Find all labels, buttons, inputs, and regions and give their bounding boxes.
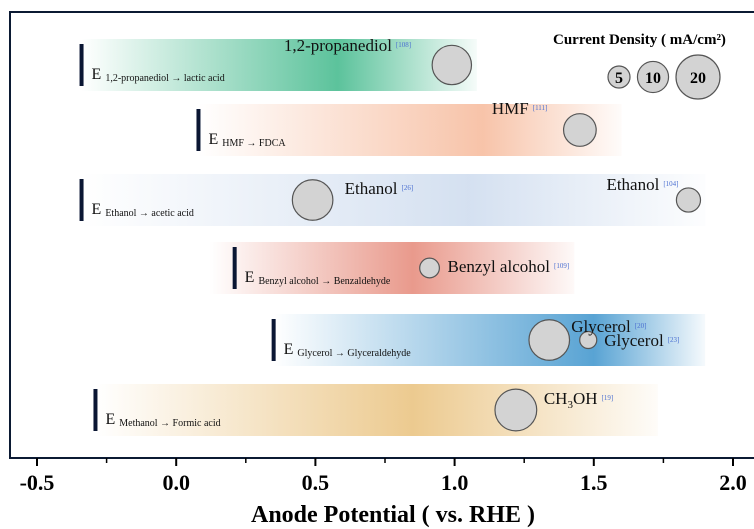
x-tick-label: 1.5 bbox=[580, 470, 608, 495]
data-bubble bbox=[528, 319, 571, 361]
point-label: 1,2-propanediol [108] bbox=[284, 36, 411, 55]
equilibrium-marker bbox=[232, 247, 237, 289]
x-axis-title: Anode Potential ( vs. RHE ) bbox=[251, 502, 535, 528]
data-bubble bbox=[494, 388, 538, 432]
legend-title: Current Density ( mA/cm²) bbox=[553, 32, 726, 48]
band-3 bbox=[209, 242, 575, 294]
equilibrium-marker bbox=[196, 109, 201, 151]
x-tick-label: 0.5 bbox=[302, 470, 330, 495]
data-bubble bbox=[291, 179, 334, 221]
equilibrium-marker bbox=[93, 389, 98, 431]
equilibrium-marker bbox=[79, 179, 84, 221]
bubble-layer bbox=[291, 44, 702, 432]
legend-label: 5 bbox=[615, 70, 623, 87]
data-bubble bbox=[675, 187, 702, 213]
plot-frame bbox=[9, 11, 754, 459]
legend-bubble bbox=[607, 65, 631, 89]
potential-bands bbox=[81, 39, 706, 436]
band-5 bbox=[95, 384, 658, 436]
x-tick-label: 1.0 bbox=[441, 470, 469, 495]
data-bubble bbox=[562, 113, 597, 147]
data-bubble bbox=[579, 330, 598, 350]
legend-label: 20 bbox=[690, 70, 706, 87]
point-label: Glycerol [20] bbox=[571, 317, 646, 336]
band-1 bbox=[198, 104, 622, 156]
band-2 bbox=[81, 174, 706, 226]
size-legend: Current Density ( mA/cm²) 5 10 20 bbox=[553, 32, 726, 100]
x-tick-label: 2.0 bbox=[719, 470, 747, 495]
point-label: Ethanol [26] bbox=[345, 179, 414, 198]
band-4 bbox=[273, 314, 706, 366]
x-axis: -0.5 0.0 0.5 1.0 1.5 2.0 Anode Potential ( vs.… bbox=[20, 458, 747, 528]
legend-bubble bbox=[675, 54, 721, 100]
x-tick-label: 0.0 bbox=[162, 470, 190, 495]
legend-label: 10 bbox=[645, 70, 661, 87]
equilibrium-marker bbox=[271, 319, 276, 361]
point-label: Benzyl alcohol [109] bbox=[448, 257, 570, 276]
point-label: Glycerol [23] bbox=[604, 331, 679, 350]
equilibrium-marker bbox=[79, 44, 84, 86]
x-tick-label: -0.5 bbox=[20, 470, 55, 495]
point-label: CH3OH [19] bbox=[544, 389, 613, 411]
data-bubble bbox=[431, 44, 473, 86]
band-0 bbox=[81, 39, 477, 91]
legend-bubble bbox=[636, 60, 670, 94]
data-bubble bbox=[419, 257, 440, 279]
